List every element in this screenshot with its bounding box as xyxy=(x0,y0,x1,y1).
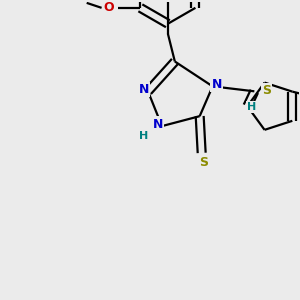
Text: S: S xyxy=(262,84,271,97)
Text: H: H xyxy=(140,131,149,141)
Text: N: N xyxy=(212,78,222,91)
Text: N: N xyxy=(139,83,149,96)
Text: O: O xyxy=(103,1,114,14)
Text: S: S xyxy=(199,156,208,170)
Text: H: H xyxy=(247,102,256,112)
Text: N: N xyxy=(153,118,163,130)
